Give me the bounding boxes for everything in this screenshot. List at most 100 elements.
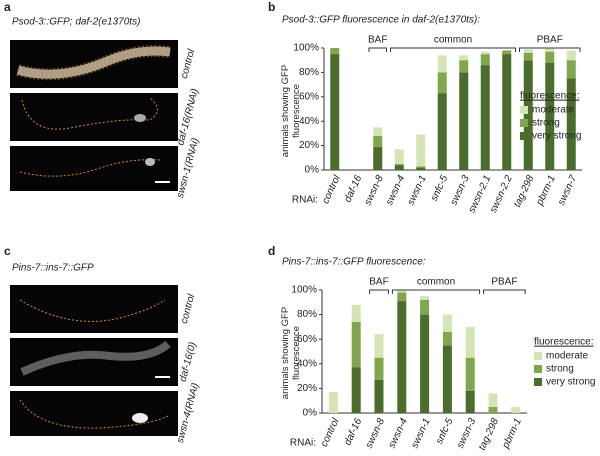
panel-label: c xyxy=(4,244,11,258)
bar-segment xyxy=(416,166,426,168)
bar-segment xyxy=(511,406,521,413)
y-tick-label: 60% xyxy=(299,91,319,102)
y-tick-label: 0% xyxy=(305,165,320,176)
legend-label: strong xyxy=(546,364,574,375)
bar-segment xyxy=(330,48,340,55)
y-tick-label: 0% xyxy=(303,408,318,419)
bar-segment xyxy=(351,321,361,368)
bar-segment xyxy=(465,357,475,391)
legend-swatch xyxy=(520,132,528,140)
y-tick-label: 40% xyxy=(297,358,317,369)
bar-segment xyxy=(420,299,430,315)
panel-title: Pins-7::ins-7::GFP xyxy=(12,263,94,274)
x-tick-label: swsn-1 xyxy=(409,417,432,450)
x-tick-label: swsn-8 xyxy=(364,416,388,450)
bar-segment xyxy=(330,54,340,170)
y-tick-label: 20% xyxy=(299,140,319,151)
bar-segment xyxy=(459,60,469,73)
x-tick-label: daf-16 xyxy=(342,173,364,204)
group-label: common xyxy=(434,35,472,46)
bar-segment xyxy=(488,393,498,407)
bar-segment xyxy=(373,135,383,147)
legend-swatch xyxy=(534,378,542,386)
y-tick-label: 40% xyxy=(299,116,319,127)
group-bracket xyxy=(369,289,389,294)
bar-segment xyxy=(442,345,452,413)
bar-segment xyxy=(488,406,498,413)
image-caption: swsn-1(RNAi) xyxy=(175,137,202,199)
legend-title: fluorescence: xyxy=(520,91,579,102)
bar-segment xyxy=(394,165,404,170)
legend-label: very strong xyxy=(546,377,595,388)
bar-segment xyxy=(480,51,490,55)
bar-segment xyxy=(394,149,404,164)
bar-segment xyxy=(374,334,384,358)
x-tick-label: tag-298 xyxy=(477,416,501,452)
x-tick-label: swsn-4 xyxy=(387,416,411,450)
legend-swatch xyxy=(534,365,542,373)
group-bracket xyxy=(390,47,516,52)
x-tick-label: swsn-4 xyxy=(384,173,408,207)
bar-segment xyxy=(420,296,430,300)
x-tick-label: swsn-7 xyxy=(556,173,580,207)
y-tick-label: 80% xyxy=(299,67,319,78)
image-caption: daf-16(0) xyxy=(178,341,199,383)
bar-segment xyxy=(416,167,426,170)
bar-segment xyxy=(374,379,384,413)
bar-segment xyxy=(328,392,338,413)
chart-title: Psod-3::GFP fluorescence in daf-2(e1370t… xyxy=(282,15,480,26)
bar-segment xyxy=(523,60,533,171)
x-tick-label: daf-16 xyxy=(342,416,364,447)
bar-segment xyxy=(480,54,490,66)
y-tick-label: 20% xyxy=(297,383,317,394)
x-tick-label: control xyxy=(319,416,342,449)
bar-segment xyxy=(416,134,426,167)
panel-label: a xyxy=(4,0,11,14)
y-axis-label: animals showing GFP fluorescence xyxy=(280,64,302,158)
bar-segment xyxy=(420,314,430,413)
bar-segment xyxy=(351,367,361,413)
legend-label: moderate xyxy=(546,351,589,362)
y-axis-label: animals showing GFP fluorescence xyxy=(280,306,302,400)
bar-segment xyxy=(373,146,383,170)
image-caption: control xyxy=(179,47,198,80)
bar-segment xyxy=(437,72,447,94)
bar-segment xyxy=(480,65,490,170)
legend-swatch xyxy=(520,119,528,127)
bar-segment xyxy=(566,78,576,170)
panel-label: d xyxy=(268,244,275,258)
bar-segment xyxy=(566,50,576,61)
panel-title: Psod-3::GFP; daf-2(e1370ts) xyxy=(12,17,140,28)
bar-segment xyxy=(442,314,452,332)
bar-segment xyxy=(397,301,407,413)
legend-label: strong xyxy=(532,118,560,129)
bar-segment xyxy=(545,48,555,52)
group-bracket xyxy=(483,289,526,294)
bar-segment xyxy=(437,55,447,73)
chart-title: Pins-7::ins-7::GFP fluorescence: xyxy=(282,257,426,268)
group-label: PBAF xyxy=(537,35,563,46)
panel-label: b xyxy=(268,0,275,14)
legend-swatch xyxy=(534,352,542,360)
group-bracket xyxy=(368,47,387,52)
bar-segment xyxy=(437,93,447,170)
group-label: BAF xyxy=(369,277,388,288)
legend-label: very strong xyxy=(532,131,581,142)
group-label: common xyxy=(417,277,455,288)
group-bracket xyxy=(391,289,481,294)
bar-segment xyxy=(442,331,452,346)
bar-segment xyxy=(502,54,512,170)
group-bracket xyxy=(519,47,581,52)
image-caption: swsn-4(RNAi) xyxy=(175,382,202,444)
bar-segment xyxy=(373,127,383,136)
bar-segment xyxy=(397,290,407,293)
bar-segment xyxy=(394,163,404,166)
group-label: BAF xyxy=(368,35,387,46)
bar-segment xyxy=(502,50,512,55)
x-tick-label: pbrm-1 xyxy=(500,417,524,451)
legend-title: fluorescence: xyxy=(534,337,593,348)
bar-segment xyxy=(459,55,469,61)
micrographs-a xyxy=(10,40,178,191)
bar-segment xyxy=(397,292,407,302)
